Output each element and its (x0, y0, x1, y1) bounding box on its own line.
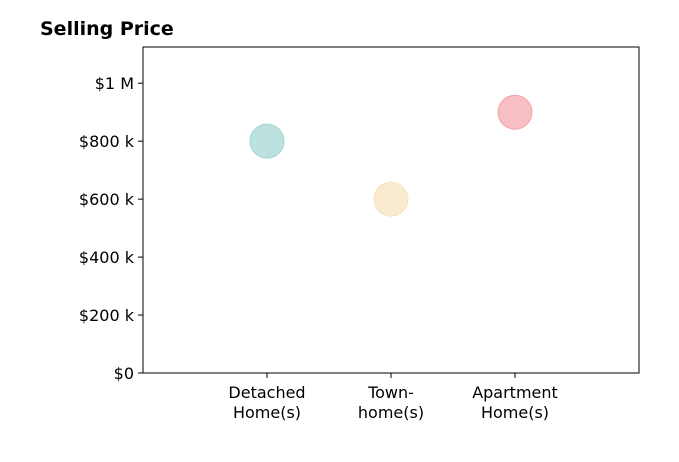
x-tick-label: Town- (367, 383, 414, 402)
x-tick-label: Home(s) (233, 403, 301, 422)
y-tick-label: $600 k (79, 190, 135, 209)
x-tick-label: Apartment (472, 383, 558, 402)
y-tick-label: $1 M (95, 74, 134, 93)
x-tick-label: home(s) (358, 403, 424, 422)
data-point (373, 181, 409, 217)
x-tick-label: Home(s) (481, 403, 549, 422)
y-tick-label: $800 k (79, 132, 135, 151)
chart-title: Selling Price (40, 18, 174, 40)
y-tick-label: $200 k (79, 306, 135, 325)
y-tick-label: $0 (114, 364, 134, 383)
x-axis: DetachedHome(s)Town-home(s)ApartmentHome… (228, 373, 558, 422)
y-axis: $0 $200 k $400 k $600 k $800 k $1 M (79, 74, 143, 383)
plot-area (249, 94, 533, 217)
x-tick-label: Detached (228, 383, 305, 402)
data-point (249, 123, 285, 159)
y-tick-label: $400 k (79, 248, 135, 267)
data-point (497, 94, 533, 130)
